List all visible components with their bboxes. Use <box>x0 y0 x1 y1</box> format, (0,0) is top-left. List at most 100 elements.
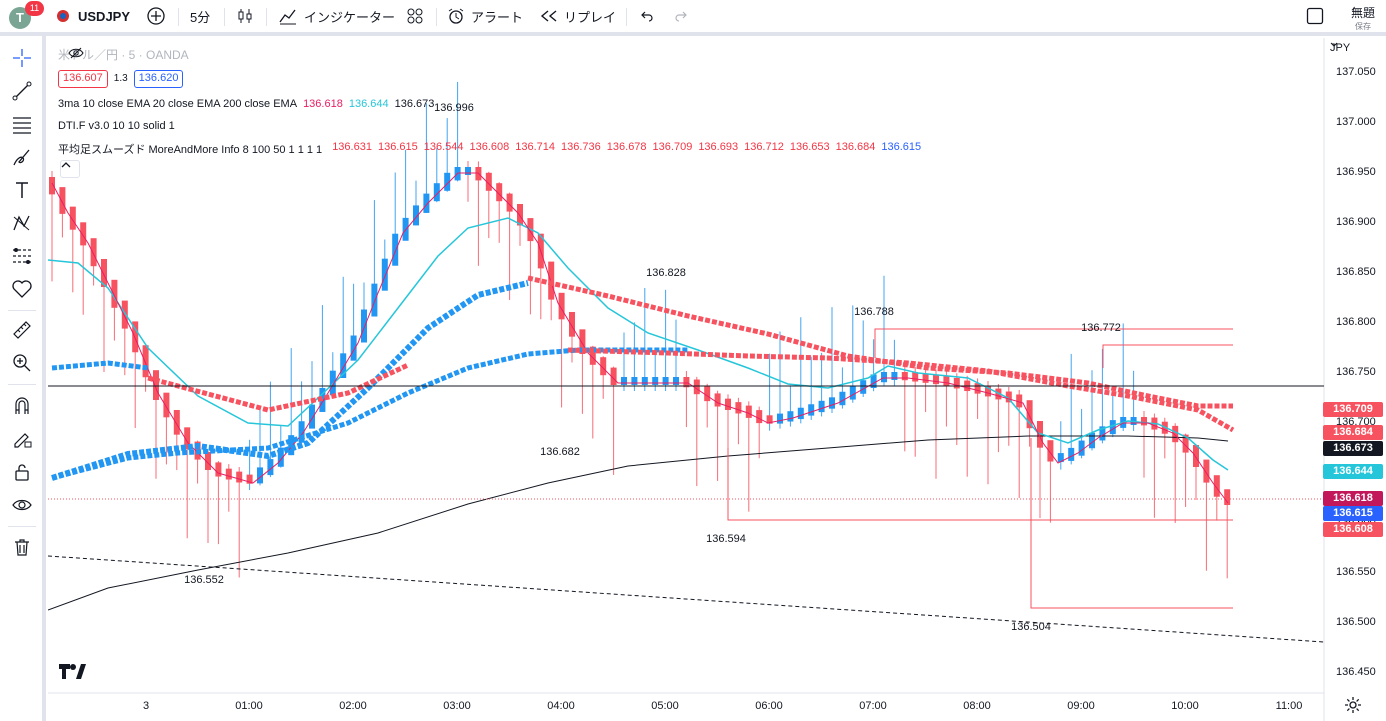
redo-icon <box>675 11 687 22</box>
candle-body <box>714 393 721 407</box>
currency-selector[interactable]: JPY <box>1330 42 1350 54</box>
sell-price[interactable]: 136.607 <box>58 70 108 88</box>
candle-body <box>309 404 315 429</box>
candle-body <box>1047 440 1054 462</box>
candle-body <box>1141 417 1147 426</box>
eye-icon <box>12 499 32 511</box>
magnet-icon <box>15 397 29 414</box>
ha-value: 136.693 <box>698 141 739 153</box>
candle-body <box>1026 400 1033 429</box>
remove-drawings-tool[interactable] <box>8 533 36 561</box>
stay-drawing-tool[interactable] <box>8 425 36 453</box>
hide-drawings-tool[interactable] <box>8 491 36 519</box>
ha-value: 136.544 <box>423 141 464 153</box>
candle-body <box>361 309 367 343</box>
x-tick-label: 08:00 <box>963 700 991 712</box>
interval-button[interactable]: 5分 <box>190 0 210 32</box>
chart-area[interactable]: 137.050 137.000 136.950 136.900 136.850 136.8… <box>48 38 1386 721</box>
trend-line <box>48 555 1325 643</box>
dti-legend[interactable]: DTI.F v3.0 10 10 solid 1 <box>58 120 181 132</box>
candles-icon <box>238 9 252 23</box>
crosshair-tool[interactable] <box>8 44 36 72</box>
prediction-tool[interactable] <box>8 242 36 270</box>
pencil-lock-icon <box>14 433 32 448</box>
indicators-button[interactable]: インジケーター <box>278 0 395 32</box>
ha-value: 136.678 <box>606 141 647 153</box>
crosshair-icon <box>13 49 31 67</box>
candle-body <box>579 329 586 354</box>
eye-off-icon[interactable] <box>68 46 84 60</box>
candle-body <box>205 452 211 470</box>
alert-button[interactable]: アラート <box>447 0 523 32</box>
price-axis-label: 136.618 <box>1323 491 1383 506</box>
ema200-line <box>48 435 1229 611</box>
pattern-tool[interactable] <box>8 209 36 237</box>
ha-legend[interactable]: 平均足スムーズド MoreAndMore Info 8 100 50 1 1 1… <box>58 141 927 157</box>
measure-tool[interactable] <box>8 316 36 344</box>
ha-indicator-name: 平均足スムーズド MoreAndMore Info 8 100 50 1 1 1… <box>58 144 323 156</box>
y-tick-label: 136.850 <box>1336 266 1376 278</box>
magnet-tool[interactable] <box>8 392 36 420</box>
candle-body <box>49 177 55 195</box>
candle-body <box>693 379 700 395</box>
x-tick-label: 10:00 <box>1171 700 1199 712</box>
pattern-icon <box>13 215 30 231</box>
replay-label: リプレイ <box>564 9 617 25</box>
candle-body <box>1089 432 1095 449</box>
candle-body <box>69 206 76 230</box>
candle-body <box>953 377 960 389</box>
x-tick-label: 05:00 <box>651 700 679 712</box>
brush-tool[interactable] <box>8 143 36 171</box>
candle-body <box>236 471 243 483</box>
candle-body <box>371 283 378 317</box>
ha-band-blue-3 <box>51 347 688 481</box>
compare-symbol-button[interactable] <box>146 0 166 32</box>
text-icon <box>16 182 28 198</box>
candle-body <box>912 372 919 382</box>
layout-save-button[interactable]: 無題 保存 <box>1346 4 1380 32</box>
heart-icon <box>12 280 32 298</box>
templates-button[interactable] <box>406 0 424 32</box>
candle-body <box>465 167 471 175</box>
tv-logo-icon <box>59 664 86 679</box>
undo-button[interactable] <box>640 0 654 32</box>
candle-body <box>173 410 180 435</box>
zoom-tool[interactable] <box>8 349 36 377</box>
fullscreen-button[interactable] <box>1306 0 1324 32</box>
rewind-icon <box>540 10 557 22</box>
candle-body <box>184 427 191 450</box>
ema10-line <box>51 172 1229 504</box>
ha-band-blue-1 <box>51 360 149 371</box>
trend-line-tool[interactable] <box>8 77 36 105</box>
ma-legend[interactable]: 3ma 10 close EMA 20 close EMA 200 close … <box>58 98 440 110</box>
y-tick-label: 136.450 <box>1336 666 1376 678</box>
candle-body <box>569 312 575 337</box>
candle-body <box>548 261 555 300</box>
candle-body <box>745 405 752 418</box>
price-axis-label: 136.684 <box>1323 425 1383 440</box>
price-annotation: 136.996 <box>434 102 474 114</box>
candle-body <box>1016 394 1023 408</box>
ruler-icon <box>13 321 31 339</box>
plus-circle-icon <box>147 7 165 25</box>
lock-drawings-tool[interactable] <box>8 458 36 486</box>
price-annotation: 136.504 <box>1011 621 1051 633</box>
replay-button[interactable]: リプレイ <box>540 0 616 32</box>
symbol-legend: 米ドル／円 · 5 · OANDA <box>58 46 195 63</box>
buy-price[interactable]: 136.620 <box>133 70 184 88</box>
price-axis-label: 136.644 <box>1323 464 1383 479</box>
collapse-legend-button[interactable] <box>60 160 80 178</box>
x-tick-label: 3 <box>143 700 149 712</box>
ha-band-red-3 <box>567 347 1235 433</box>
chevron-down-icon <box>1330 42 1338 47</box>
text-tool[interactable] <box>8 176 36 204</box>
chart-type-button[interactable] <box>236 0 254 32</box>
redo-button[interactable] <box>674 0 688 32</box>
y-tick-label: 136.950 <box>1336 166 1376 178</box>
fib-tool[interactable] <box>8 110 36 138</box>
ha-value: 136.615 <box>881 141 922 153</box>
symbol-search-button[interactable]: USDJPY <box>56 0 130 32</box>
favorites-tool[interactable] <box>8 275 36 303</box>
candle-body <box>90 238 97 267</box>
grid-icon <box>407 8 423 24</box>
